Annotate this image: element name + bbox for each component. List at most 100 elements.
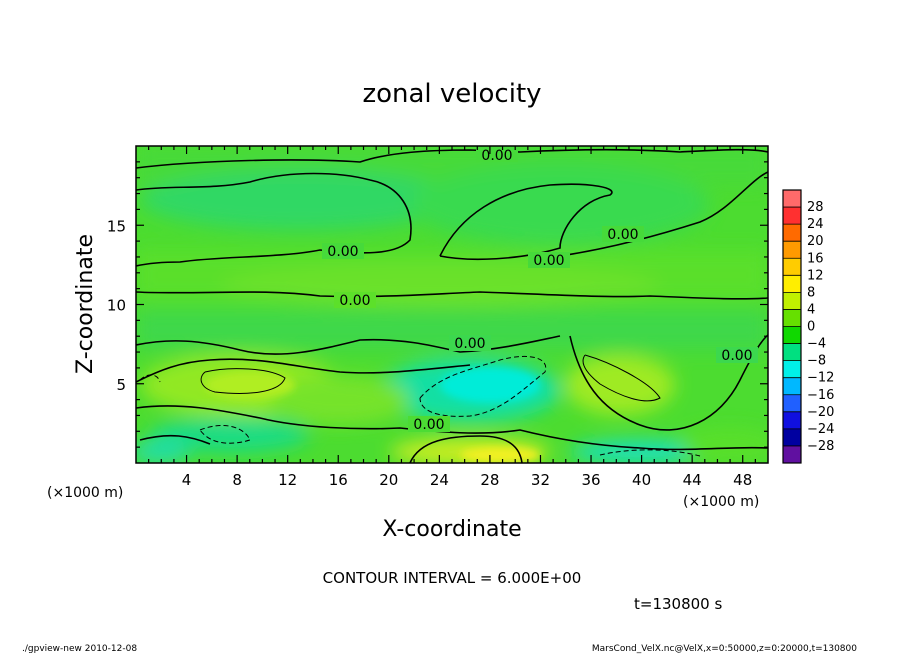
field-region-positive-mid: [270, 375, 410, 425]
contour-label-bg: [322, 243, 364, 259]
contour-label: 0.00: [327, 244, 358, 260]
colorbar-swatch: [783, 326, 801, 345]
contour-label: 0.00: [413, 417, 444, 433]
contour-interval-text: CONTOUR INTERVAL = 6.000E+00: [323, 569, 582, 587]
colorbar-swatch: [783, 428, 801, 447]
negative-contour-lower-left: [199, 425, 251, 444]
y-tick-label: 15: [107, 217, 126, 235]
colorbar-swatch: [783, 275, 801, 293]
colorbar-swatch: [783, 394, 801, 413]
colorbar-swatch: [783, 241, 801, 259]
negative-contour-lines: [139, 355, 701, 457]
contour-line-lower-left: [136, 358, 471, 383]
footer-left-text: ./gpview-new 2010-12-08: [22, 644, 137, 654]
contour-label-bg: [528, 252, 570, 268]
colorbar-label: −16: [807, 388, 834, 403]
y-axis-ticks: 5 10 15: [107, 161, 768, 448]
negative-contour-left-edge: [139, 374, 161, 383]
x-axis-unit-left: (×1000 m): [47, 485, 123, 501]
x-axis-unit-right: (×1000 m): [683, 494, 759, 510]
field-region-bottom-positive-peak: [460, 447, 540, 463]
x-tick-label: 28: [480, 471, 499, 489]
x-tick-label: 4: [182, 471, 192, 489]
x-tick-label: 40: [632, 471, 651, 489]
colorbar-label: 16: [807, 251, 824, 266]
plot-area: 0.00 0.00 0.00 0.00 0.00 0.00 0.00 0.00: [136, 146, 768, 463]
field-region-negative-peak: [440, 367, 540, 403]
contour-label: 0.00: [721, 348, 752, 364]
contour-label: 0.00: [607, 227, 638, 243]
colorbar-label: 12: [807, 268, 824, 283]
field-region-upper-right: [410, 165, 710, 245]
contour-label-bg: [408, 416, 450, 432]
colorbar-label: −24: [807, 422, 834, 437]
field-region-bottom-left-negative: [136, 440, 190, 463]
contour-label: 0.00: [339, 293, 370, 309]
colorbar-label: 24: [807, 217, 824, 232]
field-region-left-positive-peak: [205, 371, 295, 399]
x-tick-label: 36: [581, 471, 600, 489]
x-tick-label: 24: [430, 471, 449, 489]
contour-label: 0.00: [533, 253, 564, 269]
contour-line-left-positive: [200, 368, 286, 394]
contour-label-group: 0.00 0.00 0.00 0.00 0.00 0.00 0.00 0.00: [322, 146, 758, 433]
colorbar-swatch: [783, 258, 801, 276]
colorbar-swatch: [783, 445, 801, 464]
x-tick-label: 8: [232, 471, 242, 489]
field-region-lower-left-negative: [150, 417, 310, 453]
colorbar-swatch: [783, 411, 801, 430]
colorbar-swatch: [783, 343, 801, 362]
colorbar-swatch: [783, 360, 801, 379]
contour-line-upper-right-loop: [439, 183, 613, 261]
x-tick-label: 44: [683, 471, 702, 489]
contour-line-bottom: [136, 405, 768, 451]
colorbar-swatch: [783, 207, 801, 225]
colorbar-label: −8: [807, 354, 826, 369]
x-tick-label: 32: [531, 471, 550, 489]
colorbar-swatch: [783, 377, 801, 396]
x-tick-label: 48: [733, 471, 752, 489]
colorbar-label: 0: [807, 320, 815, 335]
colorbar-label: −4: [807, 337, 826, 352]
x-tick-label: 16: [329, 471, 348, 489]
contour-line-lower-mid: [136, 335, 561, 355]
colorbar-swatch: [783, 224, 801, 242]
x-tick-label: 20: [379, 471, 398, 489]
contour-label-bg: [716, 347, 758, 363]
colorbar-label: −12: [807, 371, 834, 386]
contour-label-bg: [476, 146, 518, 162]
field-region-right-positive: [565, 355, 675, 415]
contour-label-bg: [602, 226, 644, 242]
colorbar-label: 20: [807, 234, 824, 249]
contour-line-top: [136, 148, 768, 169]
contour-line-bottom-center: [409, 435, 523, 463]
chart-title: zonal velocity: [362, 79, 541, 109]
colorbar-label: −20: [807, 405, 834, 420]
colorbar-label: 28: [807, 200, 824, 215]
x-axis-ticks: 4 8 12 16 20 24 28 32 36 40 44 48: [148, 146, 756, 489]
contour-label: 0.00: [481, 148, 512, 164]
footer-right-text: MarsCond_VelX.nc@VelX,x=0:50000,z=0:2000…: [592, 644, 857, 654]
colorbar-label: 4: [807, 302, 815, 317]
contour-line-upper-left: [136, 172, 412, 267]
contour-line-bottom-left: [139, 434, 211, 445]
contour-line-mid: [136, 291, 768, 300]
contour-line-right-positive: [582, 354, 661, 402]
field-region-mid-band-core: [220, 263, 660, 307]
negative-contour-bottom-right: [599, 449, 701, 457]
colorbar-swatch: [783, 292, 801, 310]
colorbar-swatch: [783, 190, 801, 208]
negative-contour-core: [419, 355, 547, 417]
colorbar: [782, 189, 802, 464]
colorbar-swatch: [783, 309, 801, 327]
y-tick-label: 5: [116, 376, 126, 394]
contour-line-upper-right: [559, 171, 768, 257]
y-axis-title: Z-coordinate: [73, 234, 98, 374]
colorbar-labels: 28 24 20 16 12 8 4 0 −4 −8 −12 −16 −20 −24 −28: [807, 200, 834, 454]
contour-label-bg: [334, 292, 376, 308]
time-text: t=130800 s: [634, 595, 722, 613]
y-tick-label: 10: [107, 297, 126, 315]
x-tick-label: 12: [278, 471, 297, 489]
contour-label-bg: [449, 335, 491, 351]
